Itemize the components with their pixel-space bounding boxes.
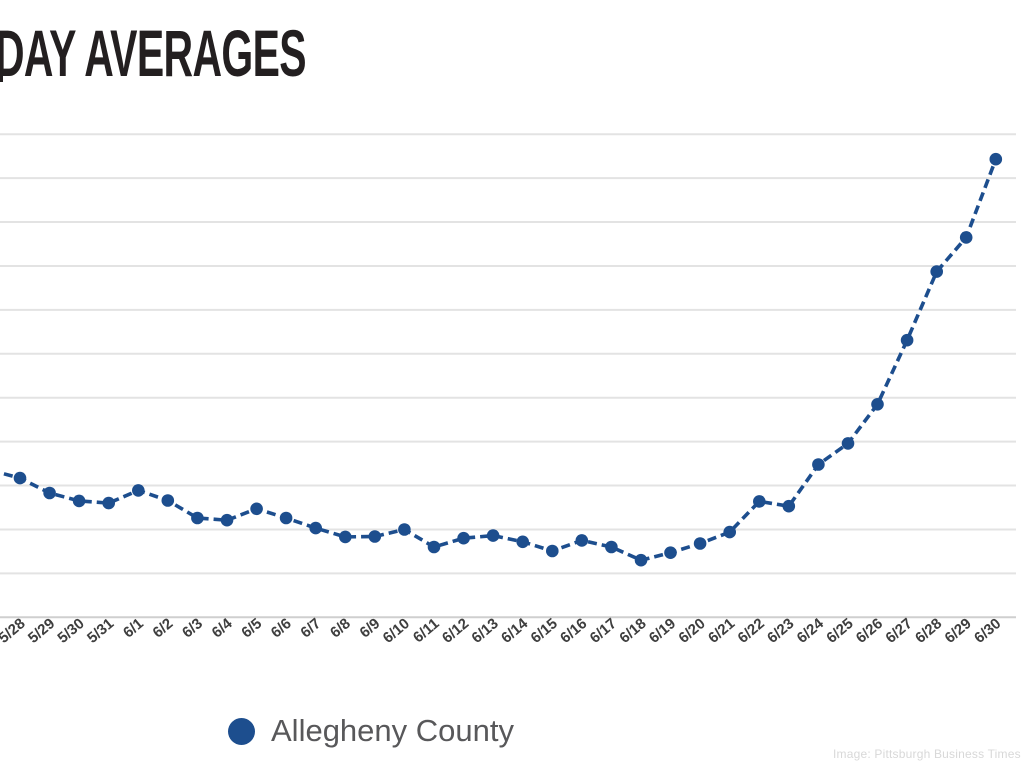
data-point	[753, 495, 766, 508]
data-point	[871, 398, 884, 411]
x-tick-label: 6/21	[705, 615, 738, 647]
x-tick-label: 6/1	[120, 615, 147, 641]
x-tick-label: 5/28	[0, 615, 29, 647]
data-point	[220, 513, 234, 527]
x-tick-label: 5/30	[54, 615, 87, 647]
attribution: Image: Pittsburgh Business Times	[833, 747, 1021, 761]
data-point	[398, 523, 411, 536]
x-tick-label: 6/7	[297, 615, 324, 641]
data-point	[279, 511, 293, 525]
data-point	[132, 484, 145, 497]
data-point	[930, 265, 943, 278]
data-point	[516, 535, 529, 549]
x-tick-label: 6/18	[616, 615, 649, 647]
data-point	[723, 525, 736, 539]
x-tick-label: 6/9	[356, 615, 383, 641]
data-points	[13, 152, 1003, 567]
gridlines	[0, 133, 1016, 575]
x-tick-label: 6/6	[268, 615, 295, 641]
x-tick-label: 6/23	[764, 615, 797, 647]
x-tick-label: 6/13	[468, 615, 501, 647]
data-point	[782, 499, 796, 513]
legend-label: Allegheny County	[271, 713, 514, 748]
data-point	[664, 546, 677, 559]
data-point	[13, 471, 27, 485]
x-tick-label: 6/11	[410, 615, 443, 646]
x-tick-label: 6/22	[735, 615, 768, 647]
legend: Allegheny County	[228, 714, 514, 748]
page-title: DAY AVERAGES	[0, 16, 307, 90]
data-point	[339, 530, 352, 544]
data-point	[900, 333, 914, 347]
x-tick-label: 6/24	[794, 615, 828, 647]
series-line	[0, 158, 998, 562]
data-point	[959, 231, 973, 244]
data-point	[191, 511, 204, 525]
x-tick-label: 6/3	[179, 615, 206, 641]
data-point	[605, 540, 618, 554]
data-point	[309, 521, 323, 535]
x-tick-label: 6/28	[912, 615, 945, 647]
data-point	[43, 486, 56, 500]
data-point	[693, 537, 707, 550]
data-point	[841, 437, 855, 450]
data-point	[457, 531, 470, 545]
x-tick-label: 6/16	[557, 615, 590, 647]
x-tick-label: 6/2	[149, 615, 176, 641]
data-point	[486, 529, 500, 542]
x-tick-label: 6/14	[498, 615, 532, 647]
x-tick-label: 6/17	[587, 615, 620, 647]
data-point	[634, 553, 648, 567]
x-tick-label: 6/27	[882, 615, 915, 647]
x-tick-label: 5/31	[84, 615, 117, 647]
x-tick-label: 6/26	[853, 615, 886, 647]
data-point	[161, 494, 175, 507]
x-tick-label: 6/30	[971, 615, 1004, 647]
data-point	[812, 458, 825, 471]
x-tick-label: 6/12	[439, 615, 472, 647]
data-point	[575, 534, 589, 547]
data-point	[368, 530, 382, 543]
x-tick-label: 6/10	[380, 615, 413, 647]
data-point	[989, 152, 1003, 166]
x-tick-label: 6/15	[528, 615, 561, 647]
x-tick-labels: 5/285/295/305/31 6/1 6/2 6/3 6/4 6/5 6/6 6/7 6/8…	[0, 615, 1004, 647]
data-point	[72, 494, 86, 508]
legend-marker-icon	[228, 717, 255, 745]
data-point	[102, 496, 115, 510]
x-tick-label: 5/29	[25, 615, 58, 647]
data-point	[250, 502, 263, 516]
x-tick-label: 6/29	[941, 615, 974, 647]
data-point	[546, 544, 559, 558]
x-tick-label: 6/25	[823, 615, 856, 647]
x-tick-label: 6/19	[646, 615, 679, 647]
data-point	[427, 540, 441, 554]
x-tick-label: 6/5	[238, 615, 265, 641]
x-tick-label: 6/4	[209, 615, 236, 642]
x-tick-label: 6/20	[675, 615, 708, 647]
cut-off-letter-fragment	[0, 59, 3, 82]
x-tick-label: 6/8	[327, 615, 354, 641]
